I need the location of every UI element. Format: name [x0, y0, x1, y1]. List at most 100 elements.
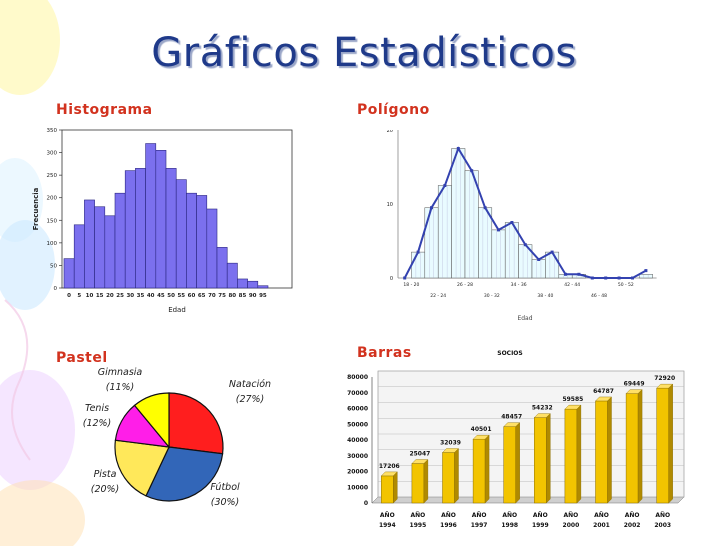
bars-bar-side	[393, 471, 398, 504]
balloon-decoration	[0, 370, 75, 490]
histogram-bar	[63, 258, 75, 289]
bars-ytick-label: 60000	[347, 406, 368, 413]
histogram-bar	[165, 168, 177, 289]
polygon-bar	[464, 170, 479, 279]
histogram-bar	[226, 262, 238, 289]
pie-slice	[133, 392, 170, 449]
polygon-point	[537, 258, 541, 261]
histogram-xtick-label: 10	[86, 293, 94, 299]
histogram-ytick-label: 150	[47, 218, 58, 224]
polygon-point	[483, 206, 487, 210]
histogram-bars	[63, 143, 269, 289]
histogram-xtick-label: 80	[228, 293, 236, 299]
bars-xtick-label: 2003	[654, 522, 671, 529]
polygon-point	[590, 276, 594, 280]
polygon-xtick-label: 38 - 40	[537, 293, 553, 299]
bars-xtick-label: AÑO	[564, 512, 579, 519]
pie-slice	[168, 392, 224, 455]
histogram-xtick-label: 95	[259, 293, 267, 299]
polygon-point	[403, 276, 407, 280]
pie-chart: Natación (27%) Fútbol (30%) Pista (20%) Tenis (…	[83, 367, 271, 508]
bars-ytick-label: 70000	[347, 390, 368, 397]
bars-bar-front	[595, 400, 608, 504]
histogram-bar	[73, 224, 85, 289]
histogram-ylabel: Frecuencia	[32, 187, 40, 230]
bars-ytick-label: 80000	[347, 374, 368, 381]
polygon-xtick-label: 22 - 24	[430, 293, 446, 299]
histogram-bar	[237, 278, 248, 289]
bars-value-label: 25047	[409, 451, 430, 458]
polygon-bar	[491, 229, 506, 279]
bars-bar-front	[534, 417, 547, 504]
polygon-bar	[638, 274, 653, 279]
bars-xtick-label: 1998	[501, 522, 518, 529]
polygon-xlabel: Edad	[517, 315, 532, 322]
polygon-xtick-label: 50 - 52	[618, 282, 634, 288]
histogram-xtick-label: 15	[96, 293, 104, 299]
pie-slice-pct: (27%)	[236, 394, 265, 405]
polygon-ytick-label: 0	[390, 276, 393, 282]
bars-bar-side	[454, 448, 459, 504]
bars-value-label: 54232	[532, 405, 553, 412]
polygon-bar	[545, 251, 560, 279]
histogram-xtick-label: 30	[126, 293, 134, 299]
histogram-bar	[186, 192, 197, 289]
histogram-bar	[94, 206, 106, 289]
histogram-bar	[216, 247, 228, 289]
bars-value-label: 69449	[624, 381, 645, 388]
polygon-bar	[478, 207, 493, 279]
histogram-ytick-label: 100	[47, 241, 58, 247]
bars-xtick-label: AÑO	[533, 512, 548, 519]
pie-slice-pct: (11%)	[106, 382, 135, 393]
bars-value-label: 64787	[593, 388, 614, 395]
bars-ytick-label: 10000	[347, 484, 368, 491]
histogram-xtick-label: 5	[77, 293, 81, 299]
bars-ytick-label: 20000	[347, 469, 368, 476]
bars-bar-side	[576, 404, 582, 504]
polygon-chart: 0 10 20 18 - 20 26 - 28 34 - 36 42 - 44 50 - 52…	[387, 130, 657, 322]
bars-xtick-label: AÑO	[472, 512, 487, 519]
histogram-bar	[196, 195, 208, 289]
polygon-xtick-label: 42 - 44	[564, 282, 580, 288]
bars-xtick-label: 1996	[440, 522, 457, 529]
polygon-point	[443, 184, 447, 187]
bars-ytick-label: 30000	[347, 453, 368, 460]
polygon-bar	[451, 148, 466, 279]
bars-value-label: 48457	[501, 414, 522, 421]
bars-xtick-label: 1999	[532, 522, 549, 529]
polygon-xtick-label: 26 - 28	[457, 282, 473, 288]
histogram-xtick-label: 40	[147, 293, 155, 299]
polygon-point	[617, 276, 621, 280]
histogram-xlabel: Edad	[168, 306, 186, 314]
pie-slices	[114, 392, 224, 502]
page-title: Gráficos Estadísticos	[151, 30, 577, 76]
bars-label: Barras	[357, 345, 412, 361]
bars-xtick-label: AÑO	[380, 512, 395, 519]
histogram-ytick-label: 200	[47, 196, 58, 202]
histogram-bar	[206, 208, 218, 289]
bars-xtick-label: AÑO	[655, 512, 670, 519]
histogram-xtick-label: 70	[208, 293, 216, 299]
histogram-bar	[84, 199, 95, 289]
histogram-ytick-label: 50	[50, 263, 57, 269]
histogram-label: Histograma	[56, 102, 153, 118]
bars-value-label: 17206	[379, 463, 400, 470]
polygon-labels: 0 10 20 18 - 20 26 - 28 34 - 36 42 - 44 50 - 52…	[387, 130, 634, 322]
bars-bar-side	[423, 459, 429, 504]
bars-xtick-label: AÑO	[594, 512, 609, 519]
polygon-point	[550, 250, 554, 254]
bars-xtick-label: AÑO	[441, 512, 456, 519]
bars-value-label: 32039	[440, 440, 461, 447]
polygon-point	[510, 221, 514, 224]
polygon-line	[403, 146, 648, 280]
polygon-bar	[411, 251, 426, 279]
polygon-point	[564, 272, 567, 276]
histogram-xtick-label: 65	[198, 293, 206, 299]
histogram-xtick-label: 20	[106, 293, 114, 299]
bars-xtick-label: 2000	[563, 522, 580, 529]
bars-bar-front	[564, 408, 578, 504]
histogram-bar	[145, 143, 157, 289]
